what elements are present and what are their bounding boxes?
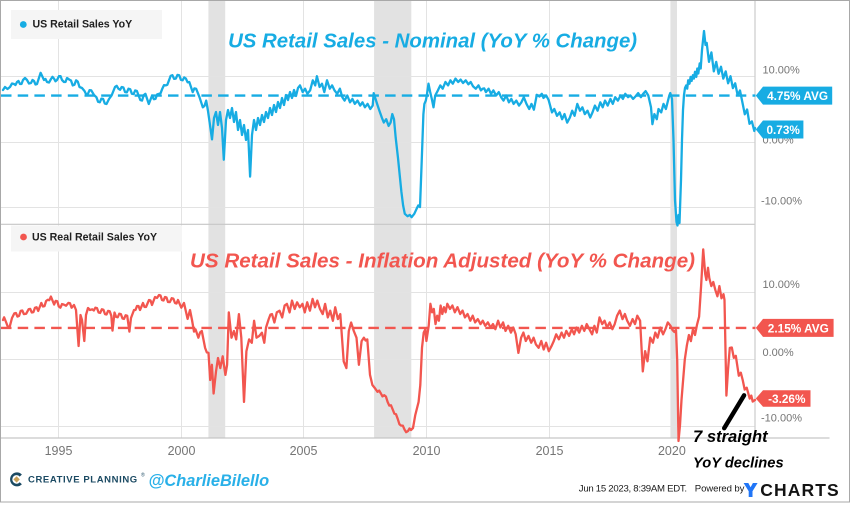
svg-text:US Retail Sales - Nominal (YoY: US Retail Sales - Nominal (YoY % Change) xyxy=(228,31,637,53)
svg-text:2020: 2020 xyxy=(658,444,686,458)
svg-text:4.75% AVG: 4.75% AVG xyxy=(767,89,828,103)
svg-text:@CharlieBilello: @CharlieBilello xyxy=(148,472,269,490)
svg-text:US Retail Sales - Inflation Ad: US Retail Sales - Inflation Adjusted (Yo… xyxy=(190,249,695,272)
svg-text:1995: 1995 xyxy=(45,444,73,458)
svg-text:US Real Retail Sales YoY: US Real Retail Sales YoY xyxy=(32,232,157,244)
svg-text:-3.26%: -3.26% xyxy=(768,392,806,406)
svg-text:®: ® xyxy=(141,472,145,479)
svg-text:-10.00%: -10.00% xyxy=(761,195,802,207)
svg-text:US Retail Sales YoY: US Retail Sales YoY xyxy=(33,19,133,31)
svg-text:2.15% AVG: 2.15% AVG xyxy=(768,321,829,335)
svg-text:CREATIVE PLANNING: CREATIVE PLANNING xyxy=(28,475,138,486)
svg-text:-10.00%: -10.00% xyxy=(761,413,802,425)
svg-text:2005: 2005 xyxy=(290,444,318,458)
svg-text:YoY declines: YoY declines xyxy=(693,456,784,472)
svg-text:7 straight: 7 straight xyxy=(693,427,769,446)
svg-text:CHARTS: CHARTS xyxy=(760,480,840,500)
svg-text:2000: 2000 xyxy=(168,444,196,458)
svg-text:10.00%: 10.00% xyxy=(763,279,801,291)
svg-text:2010: 2010 xyxy=(413,444,441,458)
svg-text:0.00%: 0.00% xyxy=(763,347,794,359)
svg-text:2015: 2015 xyxy=(536,444,564,458)
svg-text:Jun 15 2023, 8:39AM EDT.: Jun 15 2023, 8:39AM EDT. xyxy=(579,484,687,495)
svg-text:Powered by: Powered by xyxy=(695,484,745,495)
svg-text:0.73%: 0.73% xyxy=(766,123,800,137)
svg-text:10.00%: 10.00% xyxy=(763,64,801,76)
